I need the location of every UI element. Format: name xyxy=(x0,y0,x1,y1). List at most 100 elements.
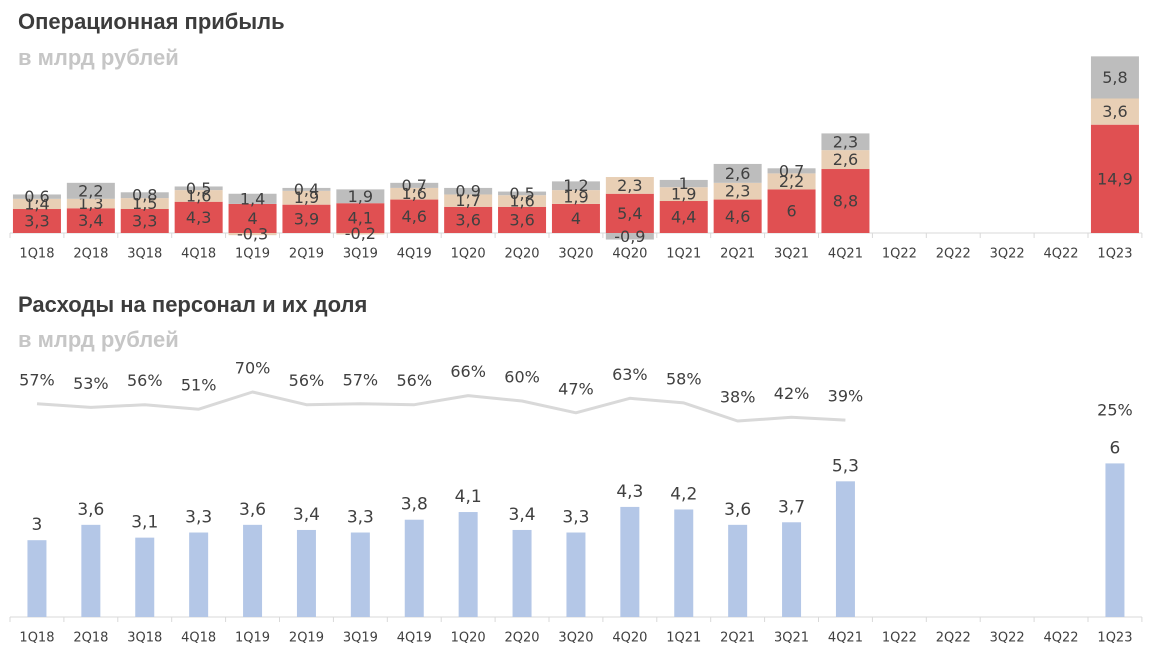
chart2-bar xyxy=(782,522,802,617)
chart1-x-tick-label: 4Q19 xyxy=(397,247,432,262)
chart1-data-label: 1,6 xyxy=(509,192,534,211)
chart1-data-label: 3,4 xyxy=(78,211,103,230)
chart1-x-tick-label: 2Q19 xyxy=(289,247,324,262)
chart1-bar-beige xyxy=(12,198,61,210)
chart1-data-label: 2,3 xyxy=(725,182,750,201)
chart2-bar xyxy=(566,532,586,617)
chart1-bar-beige xyxy=(282,190,331,205)
chart1-data-label: 14,9 xyxy=(1097,169,1133,188)
chart2-data-label: 3,4 xyxy=(293,505,320,525)
chart1-x-tick-label: 3Q22 xyxy=(990,247,1025,262)
chart2-x-tick-label: 2Q22 xyxy=(936,631,971,646)
chart2-data-label: 3 xyxy=(32,515,43,535)
chart1-subtitle: в млрд рублей xyxy=(18,45,179,70)
chart2-bar xyxy=(512,529,532,617)
chart1-data-label: 0,7 xyxy=(402,176,427,195)
chart2-bar xyxy=(835,481,855,617)
chart1-bar-red xyxy=(498,206,547,233)
chart2-data-label: 4,2 xyxy=(670,484,697,504)
chart2-x-tick-label: 3Q18 xyxy=(127,631,162,646)
chart2-x-tick-label: 4Q21 xyxy=(828,631,863,646)
chart2-share-label: 25% xyxy=(1097,401,1133,420)
chart1-data-label: 3,6 xyxy=(1102,102,1127,121)
chart2-x-tick-label: 4Q22 xyxy=(1044,631,1079,646)
chart1-bar-gray xyxy=(605,233,654,240)
chart1-x-tick-label: 4Q18 xyxy=(181,247,216,262)
chart1-bar-beige xyxy=(228,233,277,236)
chart2-x-tick-label: 3Q22 xyxy=(990,631,1025,646)
chart1-bar-gray xyxy=(713,163,762,183)
chart1-data-label: 4 xyxy=(247,209,257,228)
chart2-bar xyxy=(189,532,209,617)
chart1-bar-gray xyxy=(336,189,385,204)
chart2-data-label: 3,3 xyxy=(185,508,212,528)
chart2-bar xyxy=(243,524,263,617)
chart2-x-tick-label: 4Q18 xyxy=(181,631,216,646)
chart2-subtitle: в млрд рублей xyxy=(18,327,179,352)
chart2-bar xyxy=(27,540,47,617)
chart2-share-label: 53% xyxy=(73,374,109,393)
chart1-data-label: 8,8 xyxy=(833,192,858,211)
chart1-data-label: 0,5 xyxy=(509,184,534,203)
chart1-x-tick-label: 2Q20 xyxy=(505,247,540,262)
chart2-share-label: 38% xyxy=(720,387,756,406)
chart2-share-label: 42% xyxy=(774,384,810,403)
chart1-bar-beige xyxy=(605,177,654,194)
chart1-data-label: 1,5 xyxy=(132,194,157,213)
chart1-bar-red xyxy=(659,201,708,233)
chart1-x-tick-label: 4Q22 xyxy=(1044,247,1079,262)
chart1-bar-gray xyxy=(282,187,331,191)
chart1-data-label: 4,1 xyxy=(348,209,373,228)
chart1-data-label: 0,9 xyxy=(455,182,480,201)
chart1-x-tick-label: 2Q21 xyxy=(720,247,755,262)
chart2-data-label: 3,6 xyxy=(239,500,266,520)
chart2-data-label: 3,3 xyxy=(562,508,589,528)
chart1-bar-gray xyxy=(390,182,439,188)
chart1-data-label: 2,2 xyxy=(78,181,103,200)
chart2-share-label: 39% xyxy=(828,387,864,406)
chart2-bar xyxy=(1105,463,1125,617)
chart1-x-tick-label: 1Q22 xyxy=(882,247,917,262)
chart1-bar-red xyxy=(713,199,762,233)
chart1-bar-gray xyxy=(1090,56,1139,99)
chart2-data-label: 3,4 xyxy=(509,505,536,525)
chart2-data-label: 3,6 xyxy=(77,500,104,520)
chart2-x-tick-label: 1Q19 xyxy=(235,631,270,646)
chart1-x-tick-label: 3Q20 xyxy=(558,247,593,262)
chart2-data-label: 3,6 xyxy=(724,500,751,520)
chart1-data-label: 4,3 xyxy=(186,208,211,227)
chart2-x-tick-label: 4Q19 xyxy=(397,631,432,646)
chart2-data-label: 3,3 xyxy=(347,508,374,528)
chart2-data-label: 3,8 xyxy=(401,495,428,515)
chart2-data-label: 6 xyxy=(1110,438,1121,458)
chart1-bar-red xyxy=(1090,124,1139,233)
chart1-bar-beige xyxy=(713,182,762,200)
chart2-bar xyxy=(404,519,424,617)
chart1-title: Операционная прибыль xyxy=(18,9,285,34)
chart1-data-label: 4 xyxy=(571,209,581,228)
chart1-data-label: 3,6 xyxy=(509,210,534,229)
chart1-data-label: 0,7 xyxy=(779,161,804,180)
chart1-bar-beige xyxy=(336,233,385,235)
chart2-data-label: 3,7 xyxy=(778,497,805,517)
chart1-x-tick-label: 3Q18 xyxy=(127,247,162,262)
chart1-data-label: -0,2 xyxy=(345,224,376,243)
chart2-data-label: 4,1 xyxy=(455,487,482,507)
chart1-data-label: 1,9 xyxy=(348,187,373,206)
chart1-data-label: 0,6 xyxy=(24,187,49,206)
chart2-x-tick-label: 1Q21 xyxy=(666,631,701,646)
chart1-bar-red xyxy=(390,199,439,233)
chart1-bar-beige xyxy=(120,198,169,210)
chart1-bar-gray xyxy=(120,192,169,199)
chart1-bar-gray xyxy=(174,186,223,191)
chart1-x-tick-label: 3Q19 xyxy=(343,247,378,262)
chart1-bar-beige xyxy=(444,194,493,207)
chart1-bar-gray xyxy=(767,168,816,174)
chart2-share-label: 57% xyxy=(343,370,379,389)
chart2-share-label: 57% xyxy=(19,370,55,389)
chart2-data-label: 5,3 xyxy=(832,456,859,476)
chart2-x-tick-label: 3Q19 xyxy=(343,631,378,646)
chart1-bar-beige xyxy=(767,173,816,190)
chart2-x-tick-label: 2Q21 xyxy=(720,631,755,646)
chart1-x-tick-label: 1Q18 xyxy=(19,247,54,262)
